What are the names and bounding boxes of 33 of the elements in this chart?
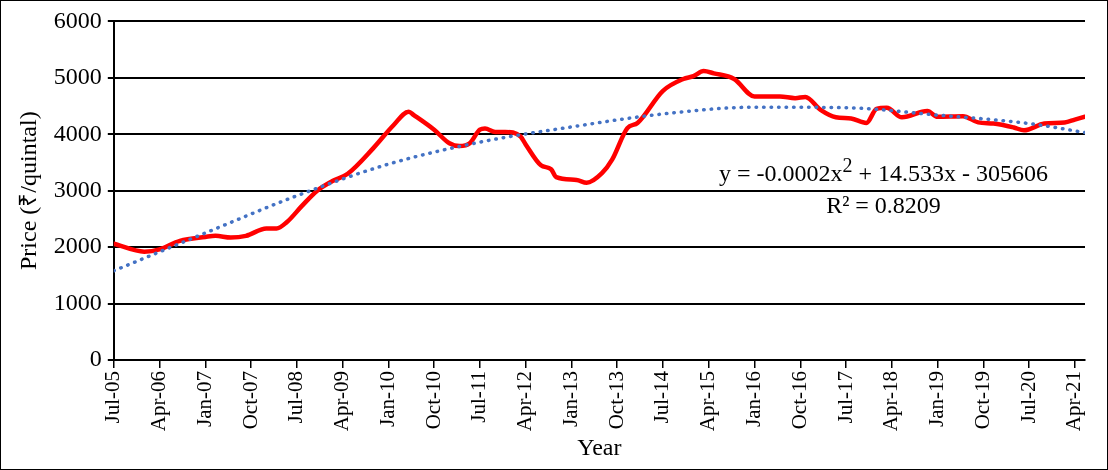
x-tick-label: Apr-06	[146, 370, 171, 432]
y-tick-label: 6000	[53, 6, 102, 33]
x-tick-label: Apr-15	[695, 370, 720, 432]
x-tick-label: Jul-05	[100, 370, 125, 424]
x-tick-label: Jul-11	[466, 370, 491, 423]
x-tick-label: Apr-12	[512, 370, 537, 432]
x-tick-label: Jul-20	[1015, 370, 1040, 424]
x-tick-label: Jan-19	[924, 370, 949, 427]
x-tick-label: Jan-13	[557, 370, 582, 427]
x-tick-label: Oct-16	[786, 370, 811, 430]
x-tick-label: Jul-08	[283, 370, 308, 424]
x-tick-label: Jan-10	[374, 370, 399, 427]
x-tick-label: Jul-14	[649, 370, 674, 424]
annotation: y = -0.0002x$^{2}$ + 14.533x - 305606	[717, 153, 1050, 188]
y-tick-label: 1000	[53, 288, 102, 315]
y-tick-label: 4000	[53, 119, 102, 146]
y-tick-label: 2000	[53, 232, 102, 259]
x-axis-title: Year	[577, 433, 622, 460]
y-tick-label: 3000	[53, 175, 102, 202]
y-tick-label: 0	[89, 345, 102, 372]
annotation: R² = 0.8209	[825, 191, 942, 220]
x-tick-label: Oct-19	[969, 370, 994, 430]
x-tick-label: Jan-16	[741, 370, 765, 427]
y-tick-label: 5000	[53, 63, 102, 90]
y-axis-title: Price (₹/quintal)	[14, 111, 41, 270]
x-tick-label: Apr-18	[878, 370, 903, 432]
x-tick-label: Oct-07	[237, 370, 262, 430]
x-tick-label: Oct-13	[603, 370, 628, 430]
x-tick-label: Oct-10	[420, 370, 445, 430]
x-tick-label: Jan-07	[191, 370, 216, 427]
x-tick-label: Jul-17	[832, 370, 857, 424]
x-tick-label: Apr-09	[329, 370, 354, 432]
x-tick-label: Apr-21	[1061, 370, 1086, 432]
